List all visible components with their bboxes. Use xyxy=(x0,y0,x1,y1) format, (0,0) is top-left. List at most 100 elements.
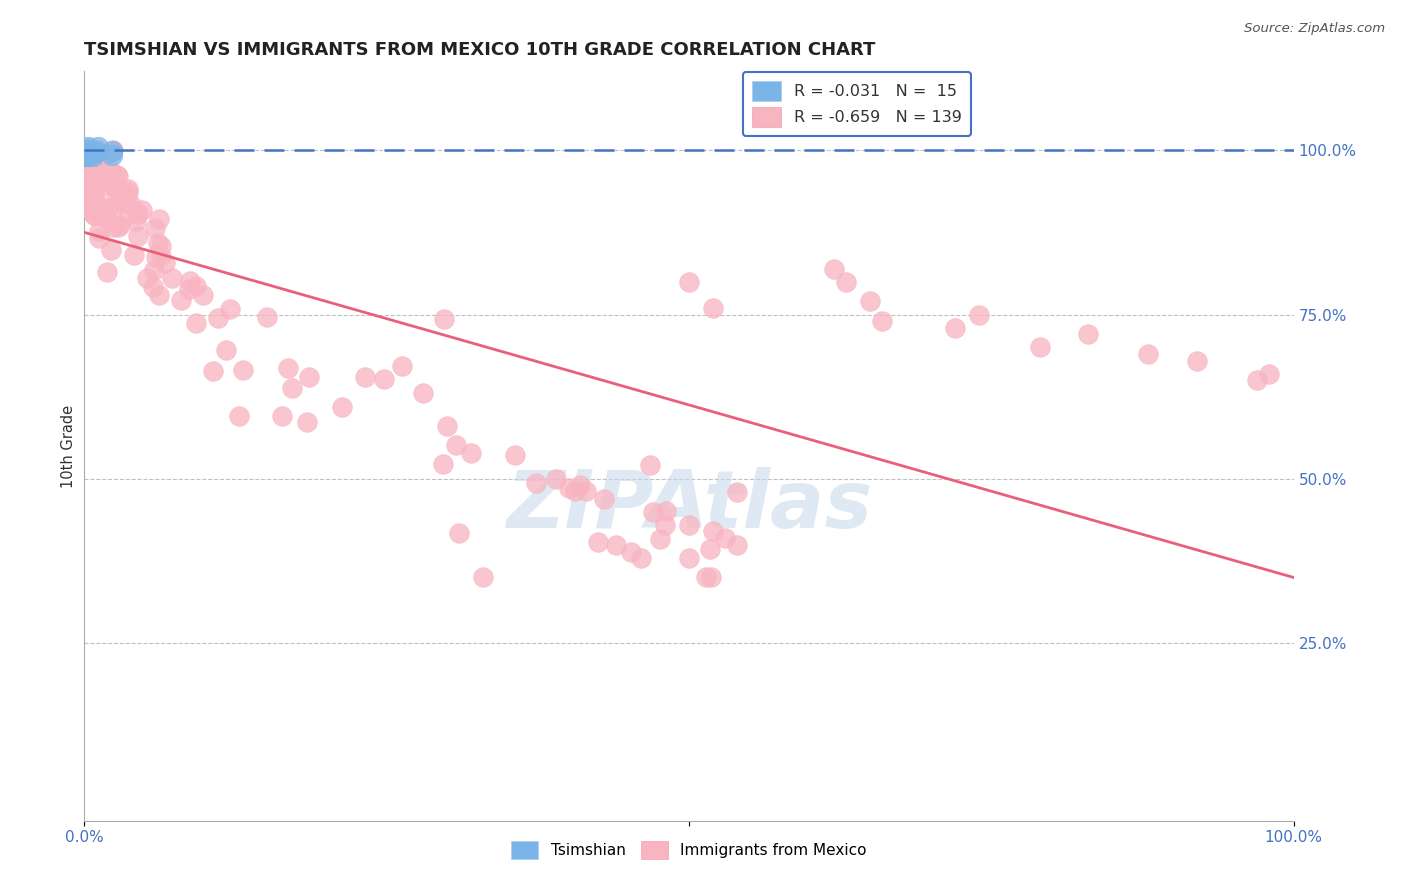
Point xyxy=(77,174,100,188)
Point xyxy=(124,247,146,261)
Point xyxy=(75,146,97,161)
Point xyxy=(82,149,104,163)
Point xyxy=(84,189,107,203)
Point xyxy=(121,199,143,213)
Point xyxy=(526,475,548,490)
Point xyxy=(655,504,678,518)
Point xyxy=(1246,373,1268,387)
Point xyxy=(80,186,103,200)
Point xyxy=(100,243,122,257)
Point xyxy=(186,278,208,293)
Point xyxy=(131,203,153,218)
Point xyxy=(605,538,627,552)
Point xyxy=(295,415,318,429)
Point xyxy=(100,145,122,159)
Point xyxy=(76,201,98,215)
Point xyxy=(87,148,110,162)
Point xyxy=(277,360,299,375)
Point xyxy=(80,145,103,160)
Point xyxy=(80,152,103,166)
Point xyxy=(280,381,302,395)
Point xyxy=(76,140,98,154)
Point xyxy=(101,143,124,157)
Point xyxy=(104,190,127,204)
Point xyxy=(943,320,966,334)
Point xyxy=(391,359,413,373)
Point xyxy=(620,544,643,558)
Point xyxy=(143,263,166,277)
Point xyxy=(103,220,125,235)
Point xyxy=(170,293,193,307)
Point xyxy=(1258,367,1281,381)
Point xyxy=(83,187,105,202)
Point xyxy=(117,207,139,221)
Point xyxy=(108,219,131,233)
Point xyxy=(107,193,129,207)
Point xyxy=(73,149,96,163)
Point xyxy=(145,251,167,265)
Point xyxy=(145,220,167,235)
Point xyxy=(460,445,482,459)
Point xyxy=(83,208,105,222)
Point xyxy=(444,438,467,452)
Point xyxy=(186,316,208,330)
Point xyxy=(82,145,104,159)
Point xyxy=(82,168,104,182)
Point xyxy=(191,287,214,301)
Point xyxy=(148,288,170,302)
Point xyxy=(96,265,118,279)
Point xyxy=(94,211,117,225)
Point xyxy=(228,409,250,423)
Point xyxy=(149,239,172,253)
Point xyxy=(100,178,122,192)
Point xyxy=(75,169,97,184)
Point xyxy=(503,449,526,463)
Point xyxy=(699,541,721,556)
Point xyxy=(586,534,609,549)
Point xyxy=(412,386,434,401)
Point xyxy=(702,524,724,539)
Point xyxy=(569,478,592,492)
Point xyxy=(433,312,456,326)
Point xyxy=(271,409,294,424)
Point xyxy=(564,484,586,499)
Point xyxy=(89,208,111,222)
Point xyxy=(89,161,111,176)
Point xyxy=(699,570,721,584)
Point xyxy=(330,400,353,414)
Point xyxy=(1137,347,1160,361)
Point xyxy=(232,362,254,376)
Point xyxy=(80,192,103,206)
Point xyxy=(76,159,98,173)
Point xyxy=(593,491,616,506)
Point xyxy=(104,199,127,213)
Point xyxy=(432,457,454,471)
Point xyxy=(115,190,138,204)
Point xyxy=(148,211,170,226)
Point xyxy=(436,419,458,434)
Point xyxy=(150,249,173,263)
Point xyxy=(678,550,700,565)
Point xyxy=(201,364,224,378)
Text: ZIPAtlas: ZIPAtlas xyxy=(506,467,872,545)
Point xyxy=(630,550,652,565)
Point xyxy=(256,310,278,324)
Text: Source: ZipAtlas.com: Source: ZipAtlas.com xyxy=(1244,22,1385,36)
Point xyxy=(75,155,97,169)
Point xyxy=(83,163,105,178)
Point xyxy=(1077,327,1099,342)
Point xyxy=(75,148,97,162)
Point xyxy=(77,201,100,215)
Point xyxy=(86,145,108,160)
Point xyxy=(77,154,100,169)
Point xyxy=(967,308,990,322)
Point xyxy=(678,275,700,289)
Point xyxy=(575,484,598,499)
Point xyxy=(714,531,737,545)
Point xyxy=(177,281,200,295)
Point xyxy=(86,205,108,219)
Point xyxy=(695,570,717,584)
Point xyxy=(872,314,894,328)
Point xyxy=(859,294,882,309)
Point xyxy=(86,143,108,157)
